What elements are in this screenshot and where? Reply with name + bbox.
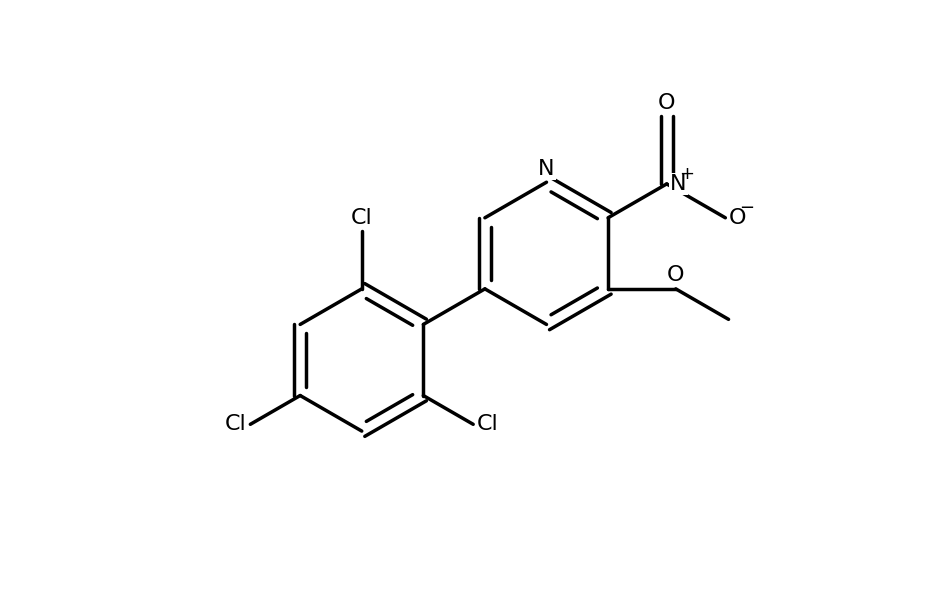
Text: +: +	[680, 165, 695, 183]
Text: O: O	[667, 266, 684, 285]
Text: N: N	[538, 159, 555, 179]
Text: O: O	[729, 208, 747, 228]
Text: Cl: Cl	[477, 415, 498, 434]
Text: O: O	[658, 93, 676, 113]
Text: N: N	[670, 174, 686, 194]
Text: Cl: Cl	[351, 208, 373, 228]
Text: −: −	[739, 199, 754, 216]
Text: Cl: Cl	[226, 415, 247, 434]
